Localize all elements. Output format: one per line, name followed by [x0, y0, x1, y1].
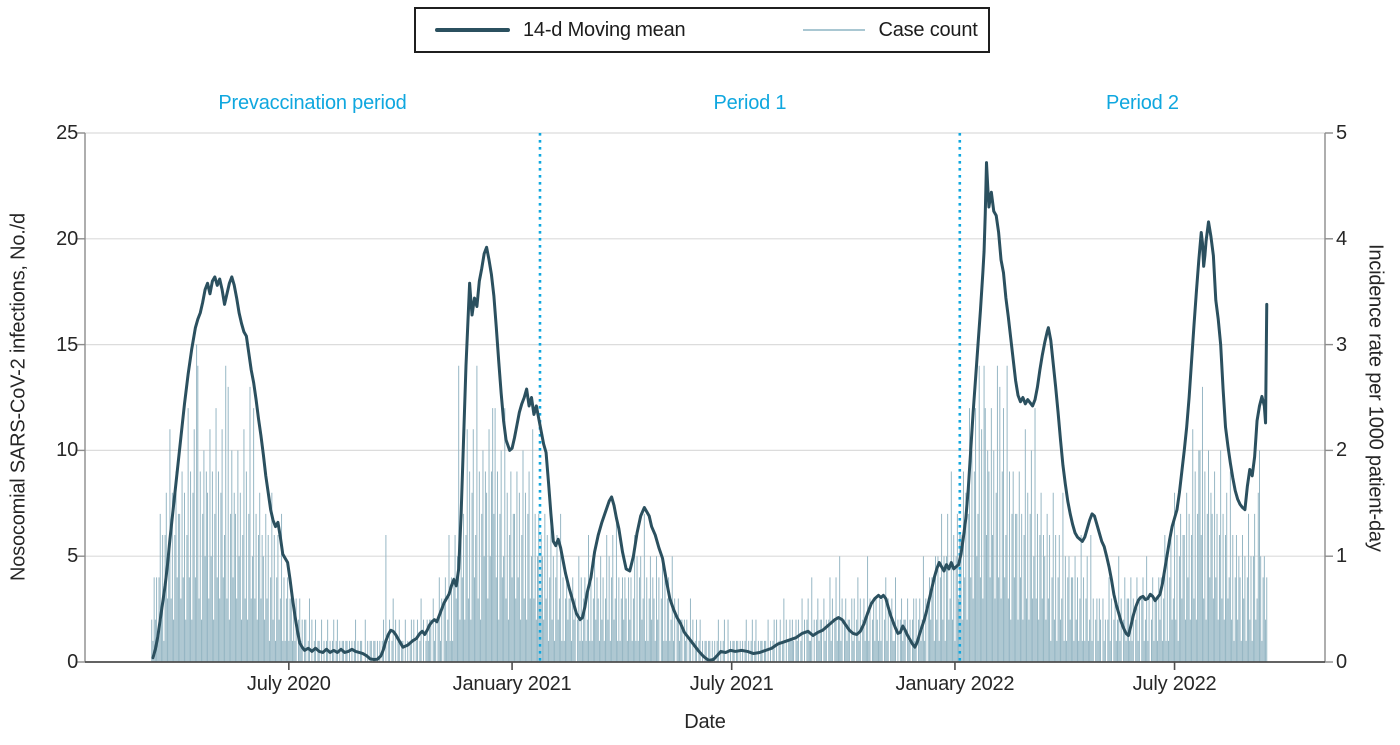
- legend: 14-d Moving mean Case count: [414, 7, 990, 53]
- y-left-tick-label: 5: [67, 545, 78, 568]
- y-left-tick-label: 0: [67, 651, 78, 673]
- period-label-period-1: Period 1: [713, 92, 787, 114]
- moving-mean-line: [151, 161, 1269, 662]
- y-left-tick-label: 15: [56, 333, 78, 356]
- y-right-tick-label: 1: [1336, 545, 1347, 568]
- legend-item-case-count: Case count: [685, 18, 978, 42]
- y-left-tick-label: 10: [56, 439, 78, 462]
- legend-item-moving-mean: 14-d Moving mean: [416, 18, 686, 42]
- x-axis-title: Date: [684, 711, 726, 733]
- y-left-tick-label: 20: [56, 227, 78, 250]
- y-right-tick-label: 3: [1336, 333, 1347, 356]
- case-count-line-swatch: [803, 29, 866, 31]
- x-tick-label: July 2022: [1132, 673, 1217, 695]
- y-left-tick-label: 25: [56, 122, 78, 144]
- period-label-period-2: Period 2: [1105, 92, 1179, 114]
- y-axis-title-right: Incidence rate per 1000 patient-day: [1364, 243, 1387, 552]
- x-tick-label: January 2022: [895, 673, 1015, 695]
- y-right-tick-label: 4: [1336, 227, 1347, 250]
- legend-label-case-count: Case count: [878, 18, 978, 41]
- y-right-tick-label: 2: [1336, 439, 1347, 462]
- x-tick-label: July 2021: [689, 673, 774, 695]
- moving-mean-line-swatch: [435, 28, 510, 32]
- y-right-tick-label: 5: [1336, 122, 1347, 144]
- legend-label-moving-mean: 14-d Moving mean: [523, 18, 686, 41]
- case-count-bars: [151, 344, 1268, 662]
- period-label-prevaccination: Prevaccination period: [218, 92, 407, 114]
- x-tick-label: July 2020: [246, 673, 331, 695]
- x-tick-label: January 2021: [452, 673, 572, 695]
- y-right-tick-label: 0: [1336, 651, 1347, 673]
- y-axis-title-left: Nosocomial SARS-CoV-2 infections, No./d: [7, 213, 30, 582]
